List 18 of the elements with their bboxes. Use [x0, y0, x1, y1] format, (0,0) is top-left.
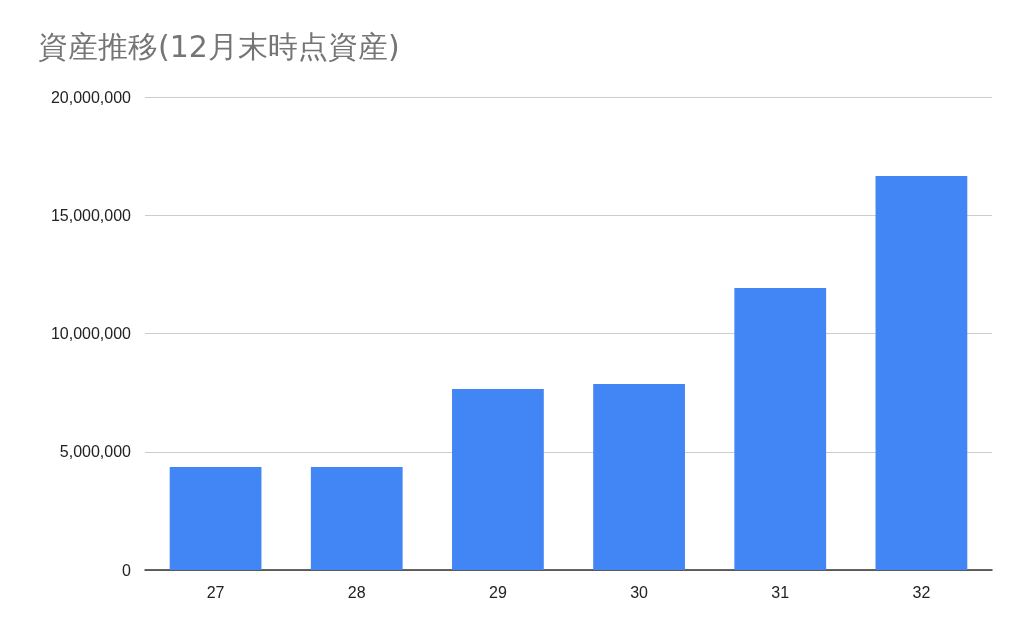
x-tick-label: 31 [771, 583, 790, 601]
chart-title: 資産推移(12月末時点資産) [38, 28, 400, 64]
y-tick-label: 15,000,000 [50, 206, 132, 224]
y-tick-label: 0 [122, 561, 132, 579]
bar [452, 389, 544, 570]
bar [593, 384, 685, 570]
y-tick-label: 5,000,000 [59, 443, 132, 461]
y-tick-label: 20,000,000 [50, 88, 132, 106]
bar [875, 175, 968, 570]
x-tick-label: 28 [347, 583, 366, 601]
x-tick-label: 27 [206, 583, 225, 601]
bar [169, 466, 262, 570]
x-tick-label: 29 [489, 583, 507, 601]
bar [310, 466, 403, 570]
y-tick-label: 10,000,000 [50, 325, 132, 342]
bar [734, 288, 827, 570]
x-tick-label: 32 [912, 583, 931, 601]
x-tick-label: 30 [630, 583, 649, 601]
